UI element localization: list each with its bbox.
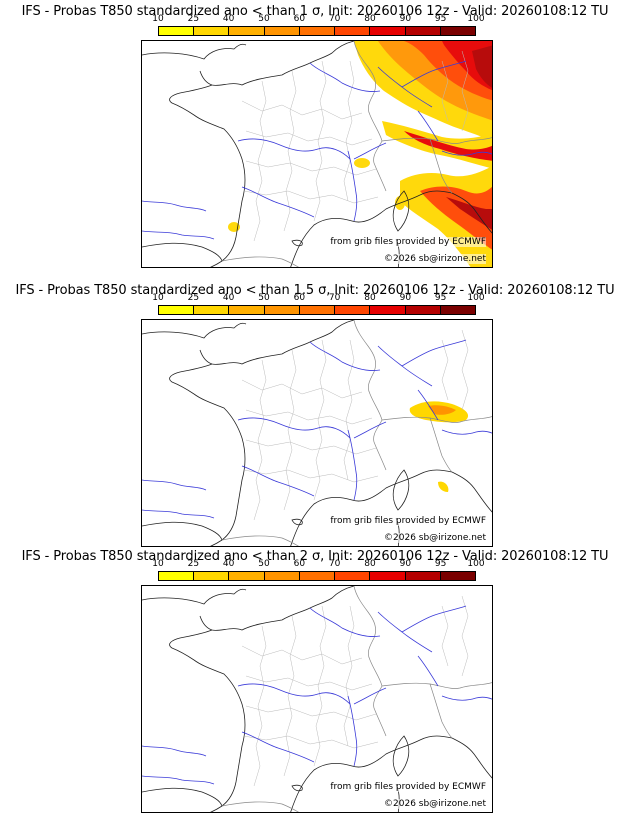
colorbar-segment (370, 27, 406, 35)
colorbar (158, 571, 476, 581)
colorbar-segment (335, 306, 371, 314)
map-panel-1: IFS - Probas T850 standardized ano < tha… (0, 4, 630, 278)
colorbar-tick-label: 40 (222, 559, 235, 569)
probability-map: from grib files provided by ECMWF ©2026 … (141, 585, 493, 813)
colorbar-tick-label: 50 (258, 293, 270, 303)
colorbar-segment (229, 572, 265, 580)
colorbar-segment (194, 27, 230, 35)
colorbar-segment (159, 572, 195, 580)
colorbar-tick-label: 50 (258, 559, 270, 569)
colorbar-tick-label: 90 (399, 293, 412, 303)
source-credit: from grib files provided by ECMWF (330, 782, 486, 792)
colorbar-segment (229, 27, 265, 35)
colorbar-tick-label: 25 (187, 293, 200, 303)
colorbar-segment (194, 572, 230, 580)
colorbar-segment (440, 306, 475, 314)
colorbar-tick-label: 95 (434, 14, 447, 24)
colorbar-tick-label: 90 (399, 14, 412, 24)
colorbar-tick-label: 25 (187, 14, 200, 24)
colorbar-tick-label: 40 (222, 293, 235, 303)
colorbar-segment (299, 572, 336, 580)
colorbar-tick-label: 100 (467, 559, 485, 569)
colorbar-segment (159, 27, 195, 35)
colorbar-segment (440, 572, 475, 580)
colorbar-tick-label: 10 (152, 559, 164, 569)
colorbar (158, 305, 476, 315)
map-panel-2: IFS - Probas T850 standardized ano < tha… (0, 283, 630, 557)
colorbar-tick-label: 70 (328, 559, 341, 569)
panel-title: IFS - Probas T850 standardized ano < tha… (15, 283, 615, 298)
colorbar-tick-label: 60 (293, 293, 306, 303)
colorbar-segment (299, 27, 336, 35)
panel-title: IFS - Probas T850 standardized ano < tha… (21, 4, 609, 19)
colorbar-tick-label: 25 (187, 559, 200, 569)
copyright-credit: ©2026 sb@irizone.net (384, 533, 486, 543)
colorbar-segment (440, 27, 475, 35)
probability-map: from grib files provided by ECMWF ©2026 … (141, 40, 493, 268)
source-credit: from grib files provided by ECMWF (330, 516, 486, 526)
colorbar (158, 26, 476, 36)
map-panel-3: IFS - Probas T850 standardized ano < tha… (0, 549, 630, 823)
colorbar-tick-label: 60 (293, 14, 306, 24)
probability-map: from grib files provided by ECMWF ©2026 … (141, 319, 493, 547)
colorbar-tick-label: 95 (434, 293, 447, 303)
colorbar-segment (405, 572, 441, 580)
colorbar-ticks: 10 25 40 50 60 70 80 90 95 100 (152, 292, 484, 304)
colorbar-tick-label: 100 (467, 293, 485, 303)
colorbar-tick-label: 100 (467, 14, 485, 24)
colorbar-tick-label: 40 (222, 14, 235, 24)
colorbar-ticks: 10 25 40 50 60 70 80 90 95 100 (152, 13, 484, 25)
panel-title: IFS - Probas T850 standardized ano < tha… (21, 549, 609, 564)
colorbar-tick-label: 10 (152, 14, 164, 24)
colorbar-segment (405, 27, 441, 35)
colorbar-segment (405, 306, 441, 314)
colorbar-tick-label: 80 (364, 293, 376, 303)
colorbar-segment (370, 572, 406, 580)
colorbar-segment (335, 572, 371, 580)
copyright-credit: ©2026 sb@irizone.net (384, 254, 486, 264)
colorbar-segment (159, 306, 195, 314)
colorbar-segment (335, 27, 371, 35)
colorbar-segment (229, 306, 265, 314)
colorbar-segment (299, 306, 336, 314)
colorbar-segment (194, 306, 230, 314)
colorbar-tick-label: 95 (434, 559, 447, 569)
colorbar-tick-label: 80 (364, 559, 376, 569)
colorbar-segment (264, 27, 300, 35)
colorbar-ticks: 10 25 40 50 60 70 80 90 95 100 (152, 558, 484, 570)
colorbar-segment (370, 306, 406, 314)
colorbar-segment (264, 306, 300, 314)
colorbar-tick-label: 80 (364, 14, 376, 24)
copyright-credit: ©2026 sb@irizone.net (384, 799, 486, 809)
source-credit: from grib files provided by ECMWF (330, 237, 486, 247)
colorbar-tick-label: 90 (399, 559, 412, 569)
colorbar-tick-label: 50 (258, 14, 270, 24)
colorbar-tick-label: 60 (293, 559, 306, 569)
colorbar-segment (264, 572, 300, 580)
colorbar-tick-label: 70 (328, 14, 341, 24)
colorbar-tick-label: 70 (328, 293, 341, 303)
colorbar-tick-label: 10 (152, 293, 164, 303)
probability-field (409, 401, 469, 492)
